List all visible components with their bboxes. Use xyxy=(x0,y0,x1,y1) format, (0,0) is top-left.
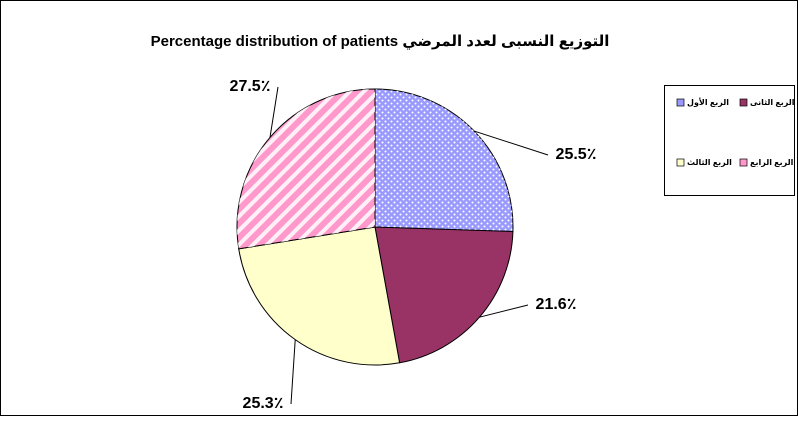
leader-line xyxy=(269,86,279,138)
legend-swatch xyxy=(676,158,685,167)
leader-line xyxy=(479,304,529,318)
pie-slice xyxy=(374,226,514,364)
data-label: 25.5٪ xyxy=(556,146,597,163)
data-label: 25.3٪ xyxy=(243,395,284,412)
leader-line xyxy=(474,130,549,156)
legend-swatch xyxy=(739,158,748,167)
chart-title: Percentage distribution of patients التو… xyxy=(151,33,610,50)
pie-slice xyxy=(238,226,401,366)
legend-swatch xyxy=(739,98,748,107)
leader-line xyxy=(290,339,296,405)
data-label: 21.6٪ xyxy=(536,296,577,313)
legend-label: الربع الثانى xyxy=(750,98,795,107)
legend-box xyxy=(664,85,795,196)
slice-pattern xyxy=(237,89,375,249)
legend-label: الربع الثالث xyxy=(687,158,732,167)
legend-swatch xyxy=(676,98,685,107)
legend-label: الربع الرابع xyxy=(750,158,794,167)
slice-pattern xyxy=(375,89,514,232)
legend-label: الربع الأول xyxy=(687,97,729,107)
data-label: 27.5٪ xyxy=(230,78,271,95)
